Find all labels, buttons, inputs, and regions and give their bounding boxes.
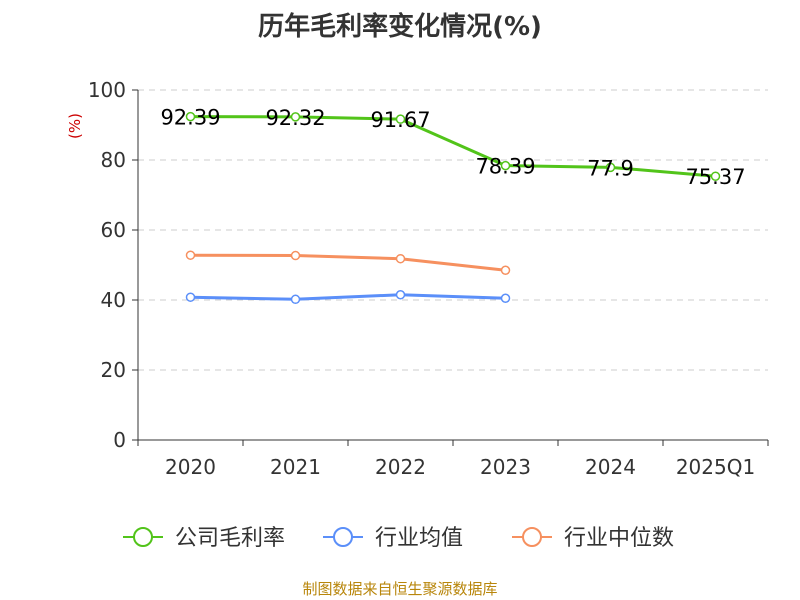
series-point bbox=[395, 114, 406, 124]
y-tick-label: 40 bbox=[101, 288, 126, 312]
x-tick-label: 2024 bbox=[585, 455, 636, 479]
y-tick-label: 0 bbox=[113, 428, 126, 452]
y-tick-label: 20 bbox=[101, 358, 126, 382]
x-tick-label: 2022 bbox=[375, 455, 426, 479]
series-point bbox=[185, 250, 196, 260]
legend: 公司毛利率 行业均值 行业中位数 bbox=[123, 526, 674, 551]
series-point bbox=[290, 112, 301, 122]
legend-marker bbox=[133, 527, 153, 547]
legend-label: 行业均值 bbox=[375, 526, 463, 551]
series-point bbox=[500, 265, 511, 275]
source-note: 制图数据来自恒生聚源数据库 bbox=[302, 580, 498, 598]
series-point bbox=[605, 162, 616, 173]
series-point bbox=[185, 111, 196, 122]
series-line bbox=[190, 115, 716, 178]
data-label: 92.39 bbox=[160, 106, 220, 130]
series-point bbox=[500, 293, 511, 303]
series-point bbox=[395, 253, 406, 264]
y-tick-label: 80 bbox=[101, 148, 126, 172]
data-label: 91.67 bbox=[370, 108, 430, 132]
series-point bbox=[290, 294, 301, 305]
chart-title: 历年毛利率变化情况(%) bbox=[258, 12, 542, 42]
data-label: 75.37 bbox=[685, 165, 745, 189]
y-axis-unit-label: (%) bbox=[66, 113, 84, 139]
data-label: 77.9 bbox=[587, 156, 634, 180]
x-tick-label: 2021 bbox=[270, 455, 321, 479]
data-labels: 92.39 92.32 91.67 78.39 77.9 75.37 bbox=[160, 106, 745, 190]
series-line bbox=[190, 293, 506, 301]
y-tick-label: 100 bbox=[88, 78, 126, 102]
legend-marker bbox=[522, 527, 542, 547]
series-point bbox=[185, 292, 196, 302]
data-label: 78.39 bbox=[475, 155, 535, 179]
series-point bbox=[290, 250, 301, 261]
legend-marker bbox=[333, 527, 353, 547]
legend-label: 行业中位数 bbox=[564, 526, 674, 551]
data-label: 92.32 bbox=[265, 106, 325, 130]
series-point bbox=[710, 171, 721, 181]
x-tick-label: 2025Q1 bbox=[676, 455, 755, 479]
legend-label: 公司毛利率 bbox=[175, 526, 285, 551]
x-tick-label: 2020 bbox=[165, 455, 216, 479]
x-tick-label: 2023 bbox=[480, 455, 531, 479]
series-point bbox=[500, 160, 511, 171]
y-tick-label: 60 bbox=[101, 218, 126, 242]
series-point bbox=[395, 290, 406, 300]
series-line bbox=[190, 253, 506, 272]
axes: 0 20 40 60 80 100 2020 2021 2022 2023 2024 2025Q1 bbox=[88, 78, 769, 479]
series-layer bbox=[185, 111, 721, 305]
grid-lines bbox=[138, 89, 768, 371]
